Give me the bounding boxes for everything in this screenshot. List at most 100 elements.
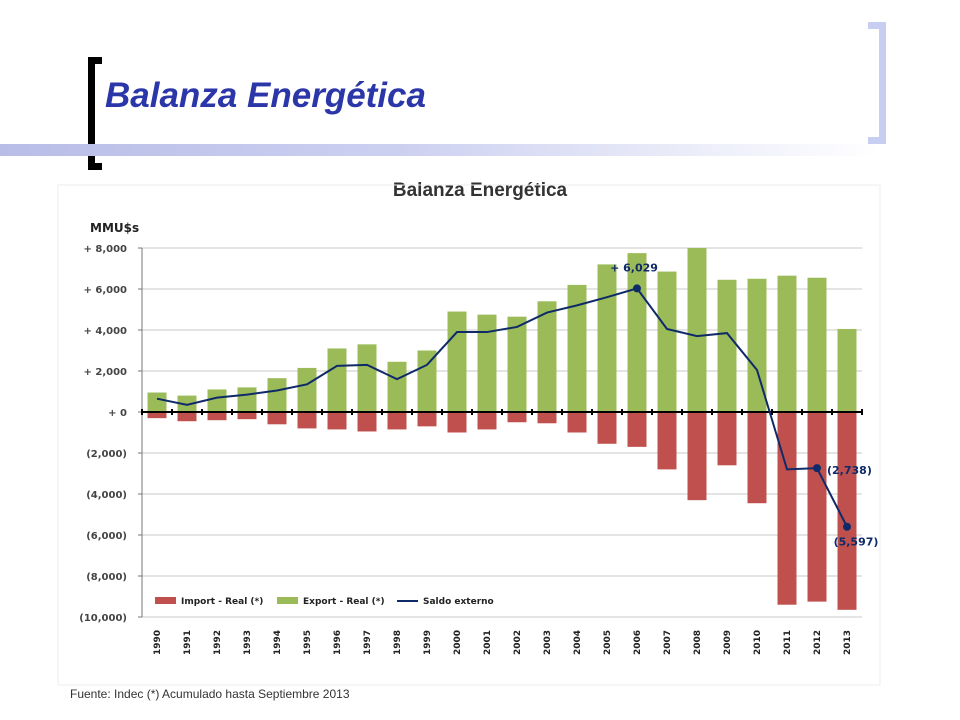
export-bar: [207, 389, 227, 412]
import-bar: [147, 412, 167, 419]
x-tick-label: 1996: [333, 630, 343, 655]
legend-swatch-export: [277, 597, 298, 604]
import-bar: [297, 412, 317, 429]
y-tick-label: (10,000): [79, 613, 127, 624]
x-tick-label: 2008: [693, 630, 703, 655]
import-bar: [237, 412, 257, 420]
x-tick-label: 1990: [153, 630, 163, 655]
legend-label-import: Import - Real (*): [181, 597, 263, 607]
export-bar: [477, 314, 497, 412]
right-bracket-decoration: [868, 22, 886, 144]
export-bar: [267, 378, 287, 412]
legend-swatch-import: [155, 597, 176, 604]
x-tick-label: 1998: [393, 630, 403, 655]
export-bar: [237, 387, 257, 412]
import-bar: [357, 412, 377, 432]
annotation-point: [633, 284, 641, 293]
export-bar: [417, 350, 437, 412]
x-tick-label: 2013: [843, 630, 853, 655]
x-tick-label: 2004: [573, 630, 583, 655]
export-bar: [447, 311, 467, 412]
annotation-point: [843, 522, 851, 531]
annotation-label: + 6,029: [610, 261, 658, 274]
x-tick-label: 2005: [603, 630, 613, 655]
export-bar: [387, 361, 407, 412]
export-bar: [507, 316, 527, 412]
import-bar: [597, 412, 617, 444]
x-tick-label: 2002: [513, 630, 523, 655]
y-tick-label: (8,000): [86, 572, 127, 583]
export-bar: [597, 264, 617, 412]
import-bar: [567, 412, 587, 433]
export-bar: [297, 367, 317, 412]
import-bar: [477, 412, 497, 430]
export-bar: [687, 248, 707, 412]
x-tick-label: 1995: [303, 630, 313, 655]
export-bar: [147, 392, 167, 412]
y-tick-label: + 4,000: [84, 326, 128, 337]
import-bar: [537, 412, 557, 424]
x-tick-label: 2001: [483, 630, 493, 655]
import-bar: [447, 412, 467, 433]
import-bar: [327, 412, 347, 430]
x-tick-label: 2003: [543, 630, 553, 655]
import-bar: [387, 412, 407, 430]
export-bar: [627, 253, 647, 412]
y-axis-label: MMU$s: [90, 221, 139, 235]
x-tick-label: 1991: [183, 630, 193, 655]
x-tick-label: 2010: [753, 630, 763, 655]
title-underline-bar: [0, 144, 880, 156]
legend-label-export: Export - Real (*): [303, 597, 385, 607]
x-tick-label: 1997: [363, 630, 373, 655]
export-bar: [357, 344, 377, 412]
saldo-line: [156, 287, 848, 528]
export-bar: [807, 277, 827, 412]
export-bar: [537, 301, 557, 412]
import-bar: [807, 412, 827, 602]
annotation-label: (5,597): [834, 536, 879, 549]
left-bracket-decoration: [88, 57, 102, 170]
export-bar: [747, 278, 767, 412]
import-bar: [837, 412, 857, 610]
x-tick-label: 1999: [423, 630, 433, 655]
export-bar: [717, 279, 737, 412]
import-bar: [207, 412, 227, 421]
legend-label-saldo: Saldo externo: [423, 597, 494, 607]
import-bar: [267, 412, 287, 425]
y-tick-label: + 2,000: [84, 367, 128, 378]
y-tick-label: + 0: [108, 408, 127, 419]
y-tick-label: (6,000): [86, 531, 127, 542]
export-bar: [777, 275, 797, 412]
x-tick-label: 2000: [453, 630, 463, 655]
x-tick-label: 2012: [813, 630, 823, 655]
x-tick-label: 1992: [213, 630, 223, 655]
y-tick-label: + 6,000: [84, 285, 128, 296]
import-bar: [627, 412, 647, 447]
page-title: Balanza Energética: [105, 76, 426, 115]
import-bar: [507, 412, 527, 423]
x-tick-label: 1994: [273, 630, 283, 655]
import-bar: [417, 412, 437, 427]
import-bar: [177, 412, 197, 422]
annotation-label: (2,738): [827, 464, 872, 477]
source-footnote: Fuente: Indec (*) Acumulado hasta Septie…: [70, 687, 350, 701]
export-bar: [657, 271, 677, 412]
import-bar: [657, 412, 677, 470]
y-tick-label: + 8,000: [84, 244, 128, 255]
x-tick-label: 2006: [633, 630, 643, 655]
y-tick-label: (2,000): [86, 449, 127, 460]
x-tick-label: 1993: [243, 630, 253, 655]
export-bar: [327, 348, 347, 412]
x-tick-label: 2009: [723, 630, 733, 655]
import-bar: [717, 412, 737, 466]
x-tick-label: 2007: [663, 630, 673, 655]
import-bar: [687, 412, 707, 501]
x-tick-label: 2011: [783, 630, 793, 655]
import-bar: [747, 412, 767, 504]
export-bar: [567, 284, 587, 412]
annotation-point: [813, 464, 821, 473]
import-bar: [777, 412, 797, 605]
y-tick-label: (4,000): [86, 490, 127, 501]
chart-frame: [57, 184, 881, 686]
